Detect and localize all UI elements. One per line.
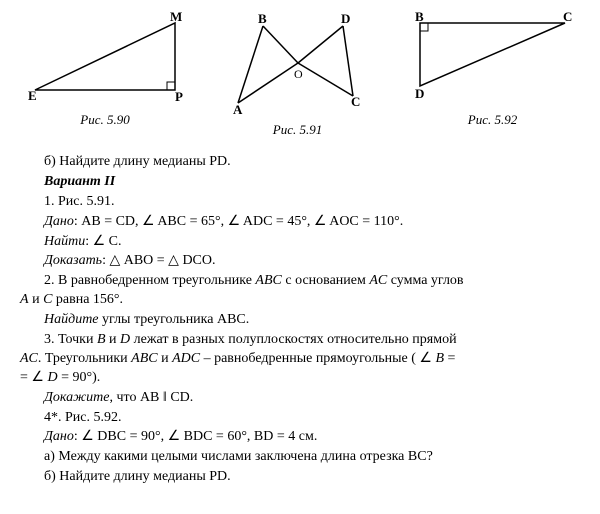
label-a: A xyxy=(233,102,243,117)
line-1: б) Найдите длину медианы PD. xyxy=(20,153,580,172)
content: б) Найдите длину медианы PD. Вариант II … xyxy=(20,153,580,487)
line-12: Дано: ∠ DBC = 90°, ∠ BDC = 60°, BD = 4 с… xyxy=(20,428,580,447)
caption-591: Рис. 5.91 xyxy=(273,122,322,138)
caption-592: Рис. 5.92 xyxy=(468,112,517,128)
label-c: C xyxy=(351,94,360,109)
line-13: а) Между какими целыми числами заключена… xyxy=(20,448,580,467)
line-9: 3. Точки B и D лежат в разных полуплоско… xyxy=(20,331,580,388)
bowtie-abcdo: A B C D O xyxy=(218,8,378,118)
figure-590: E M P Рис. 5.90 xyxy=(20,8,190,128)
label-m: M xyxy=(170,9,182,24)
label-b2: B xyxy=(415,9,424,24)
figure-591: A B C D O Рис. 5.91 xyxy=(218,8,378,138)
triangle-emp: E M P xyxy=(20,8,190,108)
triangle-bcd: B C D xyxy=(405,8,580,108)
label-d: D xyxy=(341,11,350,26)
caption-590: Рис. 5.90 xyxy=(80,112,129,128)
label-d2: D xyxy=(415,86,424,101)
line-3: 1. Рис. 5.91. xyxy=(20,193,580,212)
line-4: Дано: AB = CD, ∠ ABC = 65°, ∠ ADC = 45°,… xyxy=(20,213,580,232)
line-7: 2. В равнобедренном треугольнике ABC с о… xyxy=(20,272,580,310)
label-e: E xyxy=(28,88,37,103)
line-2: Вариант II xyxy=(20,173,580,192)
line-5: Найти: ∠ C. xyxy=(20,233,580,252)
line-10: Докажите, что AB ‖ CD. xyxy=(20,389,580,408)
line-6: Доказать: △ ABO = △ DCO. xyxy=(20,252,580,271)
figures-row: E M P Рис. 5.90 A B C D O Рис. 5.91 B C xyxy=(20,8,580,138)
line-14: б) Найдите длину медианы PD. xyxy=(20,468,580,487)
line-8: Найдите углы треугольника ABC. xyxy=(20,311,580,330)
figure-592: B C D Рис. 5.92 xyxy=(405,8,580,128)
label-o: O xyxy=(294,67,303,81)
line-11: 4*. Рис. 5.92. xyxy=(20,409,580,428)
label-p: P xyxy=(175,89,183,104)
label-b: B xyxy=(258,11,267,26)
label-c2: C xyxy=(563,9,572,24)
